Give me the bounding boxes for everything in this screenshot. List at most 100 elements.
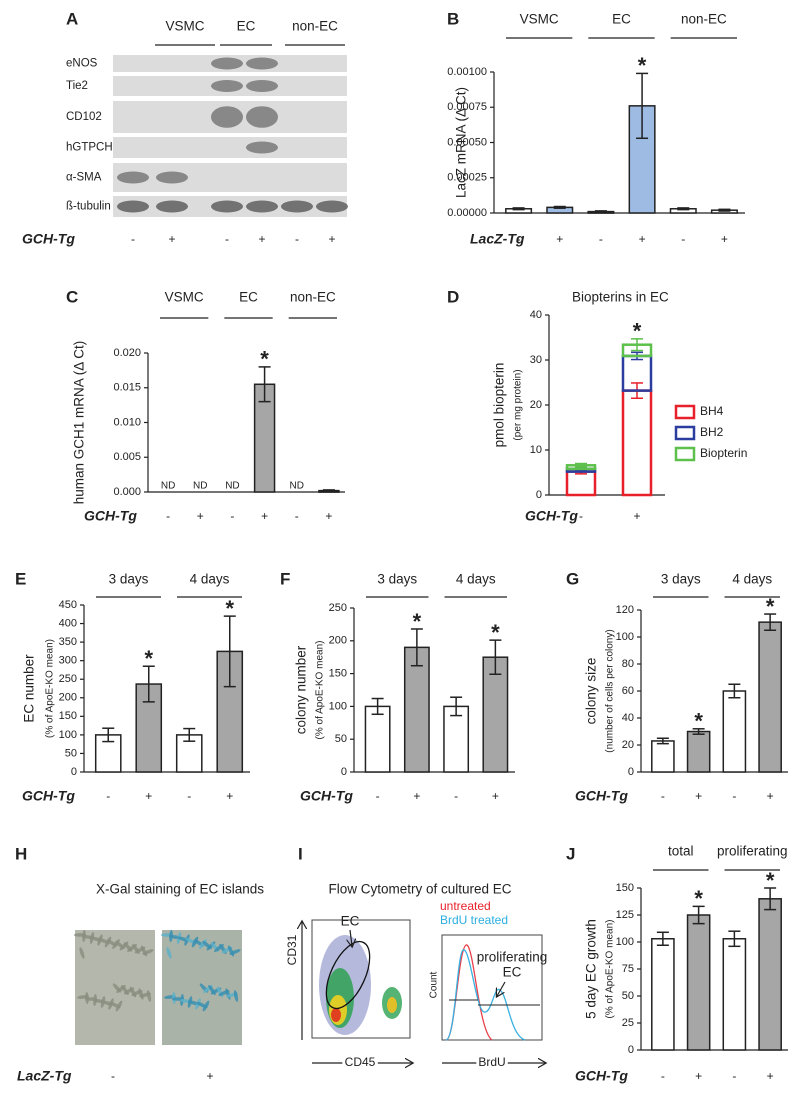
error-bar — [258, 366, 271, 403]
x-tick-label: - — [376, 789, 380, 803]
gate-label: proliferating — [477, 950, 548, 965]
x-axis-label: GCH-Tg — [22, 231, 75, 247]
bar — [686, 914, 711, 1051]
x-tick-label: - — [230, 509, 234, 523]
value-label: ND — [193, 481, 207, 492]
group-label: 3 days — [109, 572, 149, 587]
blot-band — [246, 80, 278, 92]
blot-row-label: eNOS — [66, 58, 98, 70]
bar-segment — [565, 470, 597, 497]
bar — [758, 898, 782, 1051]
x-axis-label: LacZ-Tg — [17, 1068, 72, 1084]
blot-band — [246, 57, 278, 70]
y-tick-label: 150 — [329, 668, 347, 680]
error-bar — [728, 930, 741, 948]
significance-label: * — [638, 53, 647, 78]
group-label: proliferating — [717, 844, 788, 859]
blot-band — [211, 106, 243, 128]
y-tick-label: 100 — [616, 936, 634, 948]
y-tick-label: 50 — [335, 733, 347, 745]
significance-label: * — [413, 609, 422, 634]
lane-label: - — [111, 1069, 115, 1083]
y-axis-label: CD31 — [285, 934, 299, 965]
x-tick-label: - — [579, 509, 583, 523]
y-tick-label: 0.00075 — [447, 101, 487, 113]
y-tick-label: 125 — [616, 909, 634, 921]
y-tick-label: 400 — [59, 617, 77, 629]
gate-label: EC — [503, 965, 522, 980]
group-label: 4 days — [732, 572, 772, 587]
cell — [79, 947, 85, 959]
panel-title: Flow Cytometry of cultured EC — [328, 882, 511, 897]
blot-row-label: Tie2 — [66, 80, 88, 92]
value-label: ND — [225, 481, 239, 492]
x-axis-label: GCH-Tg — [300, 788, 353, 804]
y-tick-label: 100 — [616, 631, 634, 643]
error-bar — [450, 696, 463, 717]
y-axis-label: colony number — [294, 645, 309, 734]
bar — [722, 938, 747, 1051]
x-tick-label: + — [695, 1069, 702, 1083]
blot-row-label: α-SMA — [66, 172, 102, 184]
group-label: VSMC — [520, 12, 559, 27]
y-tick-label: 40 — [530, 309, 542, 321]
significance-label: * — [766, 594, 775, 619]
panel-title: X-Gal staining of EC islands — [96, 882, 264, 897]
error-bar — [764, 887, 777, 911]
error-bar — [718, 208, 731, 212]
significance-label: * — [633, 319, 642, 344]
error-bar — [322, 489, 335, 493]
blot-row-label: CD102 — [66, 111, 102, 123]
bar — [482, 656, 509, 773]
error-bar — [631, 338, 643, 352]
bar-segment — [621, 389, 653, 497]
x-tick-label: - — [454, 789, 458, 803]
panel-letter: D — [447, 287, 459, 306]
legend-label: untreated — [440, 899, 491, 913]
x-axis-label: GCH-Tg — [22, 788, 75, 804]
legend-label: BH2 — [700, 425, 724, 439]
legend-swatch — [674, 404, 696, 420]
y-axis-label: colony size — [584, 658, 599, 725]
group-label: 4 days — [456, 572, 496, 587]
cell — [233, 990, 239, 1002]
x-tick-label: + — [767, 1069, 774, 1083]
blot-band — [211, 80, 243, 92]
lane-label: + — [328, 232, 335, 246]
bar — [443, 705, 470, 773]
y-tick-label: 0.005 — [113, 451, 141, 463]
blot-band — [316, 200, 348, 213]
x-tick-label: + — [492, 789, 499, 803]
blot-band — [246, 106, 278, 128]
x-tick-label: + — [226, 789, 233, 803]
y-tick-label: 150 — [616, 882, 634, 894]
error-bar — [410, 628, 423, 667]
x-tick-label: - — [106, 789, 110, 803]
y-tick-label: 0.00050 — [447, 136, 487, 148]
y-axis-label: EC number — [22, 654, 37, 723]
significance-label: * — [144, 646, 153, 671]
y-tick-label: 450 — [59, 599, 77, 611]
y-tick-label: 30 — [530, 354, 542, 366]
lane-label: - — [131, 232, 135, 246]
bar — [722, 690, 747, 773]
y-tick-label: 0 — [628, 766, 634, 778]
blot-row — [113, 163, 347, 192]
histogram-brdu — [445, 949, 526, 1041]
y-axis-label: 5 day EC growth — [584, 919, 599, 1019]
cell — [166, 947, 172, 959]
y-tick-label: 0 — [71, 766, 77, 778]
x-axis-label: LacZ-Tg — [470, 231, 525, 247]
blot-band — [211, 57, 243, 70]
bar — [651, 740, 675, 773]
y-axis-label: pmol biopterin — [492, 363, 507, 448]
error-bar — [656, 737, 669, 745]
group-label: VSMC — [165, 19, 204, 34]
error-bar — [692, 728, 705, 735]
x-tick-label: + — [639, 232, 646, 246]
y-axis-sublabel: (% of ApoE-KO mean) — [315, 641, 326, 740]
significance-label: * — [694, 886, 703, 911]
bar — [686, 730, 711, 773]
x-tick-label: - — [661, 789, 665, 803]
cell-cluster — [331, 1008, 341, 1022]
